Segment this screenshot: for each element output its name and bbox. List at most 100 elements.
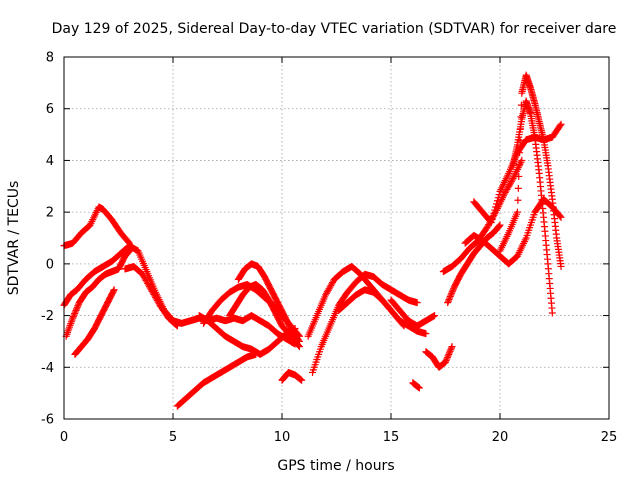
x-tick-label: 15 (383, 430, 400, 445)
x-tick-label: 5 (169, 430, 177, 445)
y-tick-label: 6 (46, 102, 54, 117)
data-point (445, 349, 453, 357)
data-point (295, 342, 303, 350)
series-track-22 (496, 71, 565, 270)
data-point (442, 358, 449, 366)
data-point (518, 156, 526, 164)
series-track-9 (234, 260, 303, 345)
chart-title: Day 129 of 2025, Sidereal Day-to-day VTE… (52, 21, 617, 37)
y-tick-label: -2 (41, 309, 54, 324)
data-point (73, 303, 81, 311)
y-tick-label: -6 (41, 413, 54, 428)
data-point (173, 322, 181, 330)
data-point (445, 350, 453, 358)
series-track-1 (60, 203, 133, 250)
data-point (444, 299, 452, 307)
y-tick-label: 8 (46, 51, 54, 66)
data-point (493, 200, 501, 208)
series-track-16 (409, 379, 423, 392)
data-point (448, 288, 456, 296)
y-tick-label: 2 (46, 206, 54, 221)
data-point (556, 122, 564, 130)
data-point (446, 347, 454, 355)
series-track-5 (121, 262, 181, 330)
data-point (442, 357, 450, 365)
data-point (415, 384, 423, 392)
data-point (413, 299, 421, 307)
data-point (71, 310, 79, 318)
data-point (514, 184, 522, 192)
data-point (71, 308, 79, 316)
data-point (514, 196, 522, 204)
data-point (489, 212, 497, 220)
data-point (444, 297, 452, 305)
data-point (298, 376, 306, 384)
data-point (128, 244, 136, 252)
data-point (448, 289, 456, 297)
y-tick-label: -4 (41, 361, 54, 376)
x-axis-label: GPS time / hours (277, 458, 394, 474)
data-point (495, 222, 503, 230)
data-point (443, 353, 451, 361)
series-track-10 (226, 281, 303, 351)
series-track-23 (509, 97, 556, 317)
data-point (69, 314, 77, 322)
data-point (127, 245, 135, 253)
x-tick-label: 20 (492, 430, 509, 445)
data-point (69, 313, 77, 321)
data-point (488, 215, 496, 223)
data-point (496, 221, 504, 229)
y-tick-label: 0 (46, 257, 54, 272)
data-point (74, 302, 82, 310)
data-point (515, 172, 523, 180)
series-track-15 (387, 296, 439, 330)
data-point (126, 246, 134, 254)
data-point (447, 346, 455, 354)
data-point (556, 212, 564, 220)
data-point (449, 286, 457, 294)
data-point (446, 292, 454, 300)
data-point (490, 209, 498, 217)
data-point (448, 343, 456, 351)
data-point (431, 312, 439, 320)
data-point (515, 161, 523, 169)
data-point (446, 294, 454, 302)
data-point (295, 343, 303, 351)
x-tick-label: 10 (274, 430, 291, 445)
series-track-3 (62, 244, 136, 340)
data-point (70, 311, 78, 319)
data-point (513, 208, 521, 216)
data-point (109, 287, 117, 295)
y-tick-labels: -6 -4 -2 0 2 4 6 8 (41, 51, 54, 428)
data-point (557, 262, 565, 270)
series-track-6 (173, 350, 260, 410)
data-point (493, 197, 501, 205)
y-tick-label: 4 (46, 154, 54, 169)
data-point (447, 344, 455, 352)
x-tick-labels: 0 5 10 15 20 25 (60, 430, 617, 445)
data-point (72, 306, 80, 314)
data-point (172, 321, 180, 329)
data-point (444, 352, 452, 360)
data-point (73, 305, 81, 313)
data-marks (60, 71, 565, 410)
x-tick-label: 0 (60, 430, 68, 445)
data-point (422, 330, 430, 338)
data-point (557, 213, 565, 221)
data-point (110, 286, 118, 294)
y-axis-label: SDTVAR / TECUs (6, 181, 22, 296)
data-point (445, 296, 453, 304)
series-track-14 (335, 286, 430, 338)
data-point (495, 223, 503, 231)
data-point (491, 206, 499, 214)
x-tick-label: 25 (601, 430, 618, 445)
series-track-11 (278, 368, 306, 384)
data-point (495, 191, 503, 199)
data-point (492, 203, 500, 211)
plot-frame (63, 56, 610, 420)
data-point (487, 218, 495, 226)
data-point (557, 120, 565, 128)
data-point (443, 355, 451, 363)
data-point (494, 194, 502, 202)
